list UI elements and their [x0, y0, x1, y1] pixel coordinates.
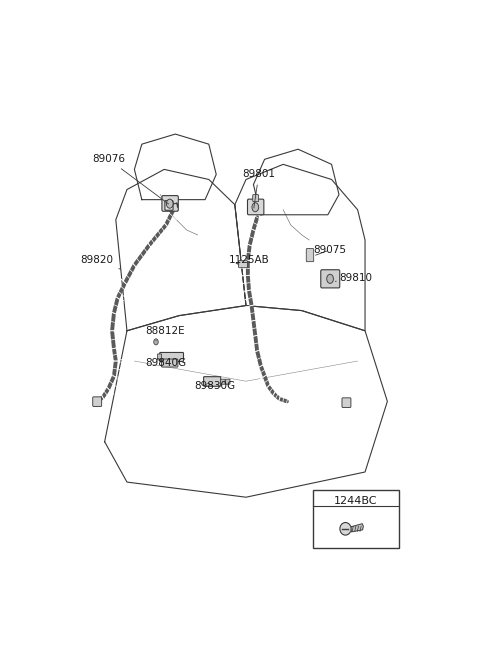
Circle shape [327, 274, 334, 284]
Circle shape [167, 199, 173, 208]
FancyBboxPatch shape [252, 195, 259, 202]
FancyBboxPatch shape [239, 261, 248, 268]
FancyBboxPatch shape [342, 398, 351, 407]
Text: 89830G: 89830G [194, 381, 235, 391]
FancyBboxPatch shape [204, 377, 221, 386]
Text: 1125AB: 1125AB [229, 255, 270, 265]
Text: 89075: 89075 [313, 245, 346, 255]
Text: 89076: 89076 [92, 155, 168, 204]
FancyBboxPatch shape [313, 490, 398, 548]
FancyBboxPatch shape [306, 248, 314, 262]
Circle shape [252, 202, 259, 212]
FancyBboxPatch shape [321, 270, 340, 288]
FancyBboxPatch shape [157, 354, 162, 360]
Text: 89840G: 89840G [145, 358, 187, 367]
Text: 1244BC: 1244BC [334, 496, 377, 506]
FancyBboxPatch shape [160, 352, 183, 362]
FancyBboxPatch shape [93, 397, 102, 406]
Text: 89801: 89801 [242, 170, 275, 208]
FancyBboxPatch shape [162, 359, 178, 367]
Text: 88812E: 88812E [145, 326, 185, 341]
Polygon shape [351, 524, 363, 532]
FancyBboxPatch shape [226, 379, 230, 384]
FancyBboxPatch shape [248, 199, 264, 215]
FancyBboxPatch shape [165, 200, 173, 210]
Text: 89810: 89810 [335, 273, 372, 283]
Ellipse shape [340, 523, 351, 535]
FancyBboxPatch shape [221, 379, 225, 384]
Text: 89820: 89820 [81, 255, 120, 269]
Circle shape [154, 339, 158, 345]
FancyBboxPatch shape [162, 196, 178, 212]
